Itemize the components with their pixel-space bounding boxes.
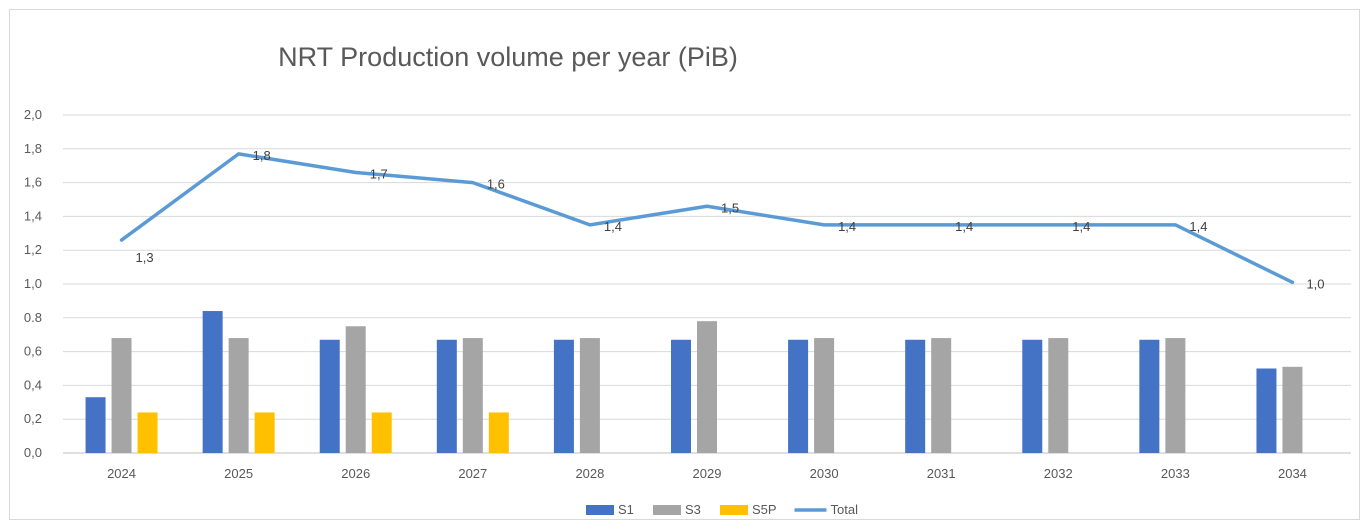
bar-s3-2030 bbox=[814, 338, 835, 453]
line-point-total bbox=[120, 238, 124, 242]
y-tick-label: 0.8 bbox=[24, 310, 42, 325]
legend-label-s3: S3 bbox=[685, 502, 701, 517]
line-point-total bbox=[822, 223, 826, 227]
bar-s1-2029 bbox=[671, 339, 691, 453]
data-label-total: 1,4 bbox=[1072, 219, 1090, 234]
data-label-total: 1,4 bbox=[604, 219, 622, 234]
data-label-total: 1,0 bbox=[1306, 276, 1324, 291]
bar-s5p-2024 bbox=[137, 412, 158, 453]
data-label-total: 1,4 bbox=[955, 219, 973, 234]
bar-s3-2029 bbox=[697, 321, 717, 453]
data-label-total: 1,4 bbox=[838, 219, 856, 234]
data-label-total: 1,3 bbox=[136, 250, 154, 265]
bar-s3-2028 bbox=[579, 338, 600, 453]
x-tick-label: 2032 bbox=[1044, 466, 1073, 481]
bar-s3-2034 bbox=[1282, 366, 1303, 453]
bar-s3-2025 bbox=[228, 338, 249, 453]
chart-title: NRT Production volume per year (PiB) bbox=[278, 42, 738, 72]
line-point-total bbox=[939, 223, 943, 227]
bar-s1-2032 bbox=[1022, 339, 1043, 453]
bar-s3-2026 bbox=[345, 326, 366, 453]
bar-s1-2034 bbox=[1256, 368, 1277, 453]
bar-s5p-2026 bbox=[371, 412, 392, 453]
bar-s1-2033 bbox=[1139, 339, 1160, 453]
bar-s1-2030 bbox=[788, 339, 809, 453]
line-point-total bbox=[588, 223, 592, 227]
bar-s5p-2025 bbox=[254, 412, 275, 453]
x-tick-label: 2031 bbox=[927, 466, 956, 481]
bar-s3-2024 bbox=[111, 338, 132, 453]
line-point-total bbox=[705, 204, 709, 208]
x-tick-label: 2030 bbox=[810, 466, 839, 481]
bar-s1-2027 bbox=[436, 339, 457, 453]
x-tick-label: 2029 bbox=[693, 466, 722, 481]
bar-s3-2032 bbox=[1048, 338, 1069, 453]
y-tick-label: 2,0 bbox=[24, 107, 42, 122]
data-label-total: 1,5 bbox=[721, 200, 739, 215]
bar-s1-2025 bbox=[202, 311, 223, 453]
data-label-total: 1,8 bbox=[253, 148, 271, 163]
y-tick-label: 0,0 bbox=[24, 445, 42, 460]
y-tick-label: 0,4 bbox=[24, 377, 42, 392]
y-tick-label: 1,0 bbox=[24, 276, 42, 291]
x-tick-label: 2034 bbox=[1278, 466, 1307, 481]
legend-label-s1: S1 bbox=[618, 502, 634, 517]
bar-s1-2031 bbox=[905, 339, 926, 453]
data-label-total: 1,7 bbox=[370, 166, 388, 181]
line-point-total bbox=[1056, 223, 1060, 227]
line-point-total bbox=[237, 152, 241, 156]
y-tick-label: 1,6 bbox=[24, 175, 42, 190]
x-tick-label: 2033 bbox=[1161, 466, 1190, 481]
y-tick-label: 0,6 bbox=[24, 344, 42, 359]
y-tick-label: 1,4 bbox=[24, 208, 42, 223]
bar-s1-2026 bbox=[319, 339, 340, 453]
legend-label-s5p: S5P bbox=[752, 502, 777, 517]
line-point-total bbox=[1173, 223, 1177, 227]
line-point-total bbox=[471, 181, 475, 185]
bar-s5p-2027 bbox=[488, 412, 509, 453]
data-label-total: 1,4 bbox=[1189, 219, 1207, 234]
bar-s1-2028 bbox=[553, 339, 574, 453]
line-point-total bbox=[354, 170, 358, 174]
y-tick-label: 1,2 bbox=[24, 242, 42, 257]
y-tick-label: 1,8 bbox=[24, 141, 42, 156]
bar-s1-2024 bbox=[85, 397, 106, 453]
bar-s3-2027 bbox=[462, 338, 483, 453]
legend-label-total: Total bbox=[831, 502, 859, 517]
data-label-total: 1,6 bbox=[487, 177, 505, 192]
x-tick-label: 2026 bbox=[341, 466, 370, 481]
line-point-total bbox=[1290, 280, 1294, 284]
x-tick-label: 2028 bbox=[575, 466, 604, 481]
bar-s3-2033 bbox=[1165, 338, 1186, 453]
legend-swatch-s5p bbox=[720, 505, 748, 515]
line-total bbox=[119, 152, 1295, 285]
x-tick-label: 2025 bbox=[224, 466, 253, 481]
legend-swatch-s3 bbox=[653, 505, 681, 515]
x-tick-label: 2024 bbox=[107, 466, 136, 481]
x-tick-label: 2027 bbox=[458, 466, 487, 481]
y-tick-label: 0,2 bbox=[24, 411, 42, 426]
legend-swatch-s1 bbox=[586, 505, 614, 515]
bar-s3-2031 bbox=[931, 338, 952, 453]
